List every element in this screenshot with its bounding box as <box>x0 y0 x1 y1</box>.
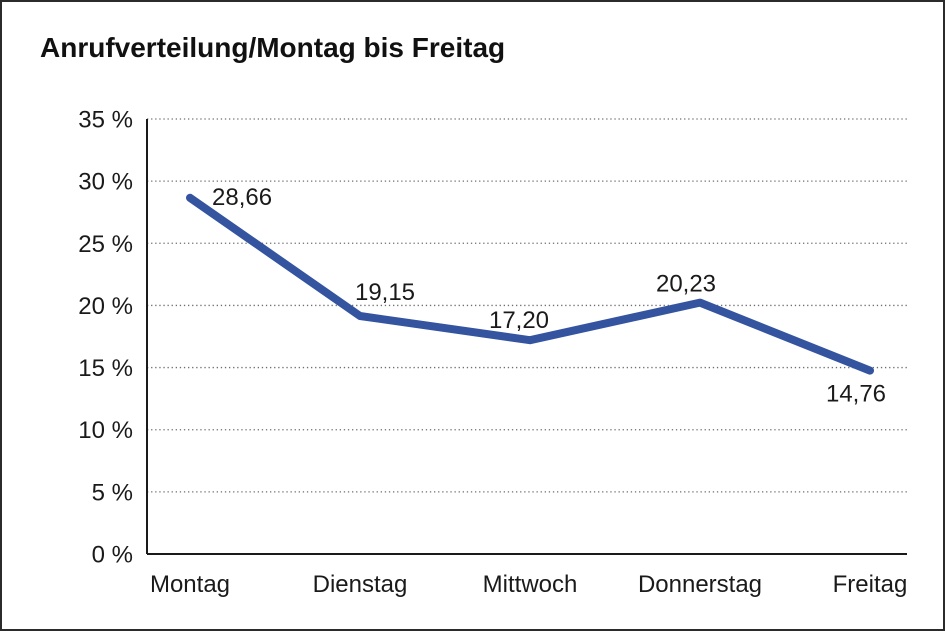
x-axis-tick-labels: Montag Dienstag Mittwoch Donnerstag Freitag <box>150 571 907 598</box>
y-tick-label: 25 % <box>78 231 133 258</box>
gridlines <box>147 118 907 493</box>
y-axis-tick-labels: 0 % 5 % 10 % 15 % 20 % 25 % 30 % 35 % <box>78 107 133 569</box>
x-tick-label: Montag <box>150 571 230 598</box>
y-tick-label: 30 % <box>78 169 133 196</box>
y-tick-label: 5 % <box>92 479 133 506</box>
y-tick-label: 15 % <box>78 355 133 382</box>
data-label: 28,66 <box>212 184 272 211</box>
x-tick-label: Donnerstag <box>638 571 762 598</box>
y-tick-label: 20 % <box>78 293 133 320</box>
y-tick-label: 0 % <box>92 542 133 569</box>
x-tick-label: Dienstag <box>313 571 408 598</box>
data-label: 17,20 <box>489 307 549 334</box>
y-tick-label: 35 % <box>78 107 133 134</box>
data-label: 20,23 <box>656 271 716 298</box>
chart-title: Anrufverteilung/Montag bis Freitag <box>40 32 506 63</box>
series-line <box>186 193 874 375</box>
data-label: 19,15 <box>355 279 415 306</box>
x-tick-label: Mittwoch <box>483 571 578 598</box>
axes <box>146 119 907 555</box>
data-point-labels: 28,66 19,15 17,20 20,23 14,76 <box>212 184 886 408</box>
data-series <box>186 193 874 375</box>
x-tick-label: Freitag <box>833 571 908 598</box>
data-label: 14,76 <box>826 381 886 408</box>
y-tick-label: 10 % <box>78 417 133 444</box>
